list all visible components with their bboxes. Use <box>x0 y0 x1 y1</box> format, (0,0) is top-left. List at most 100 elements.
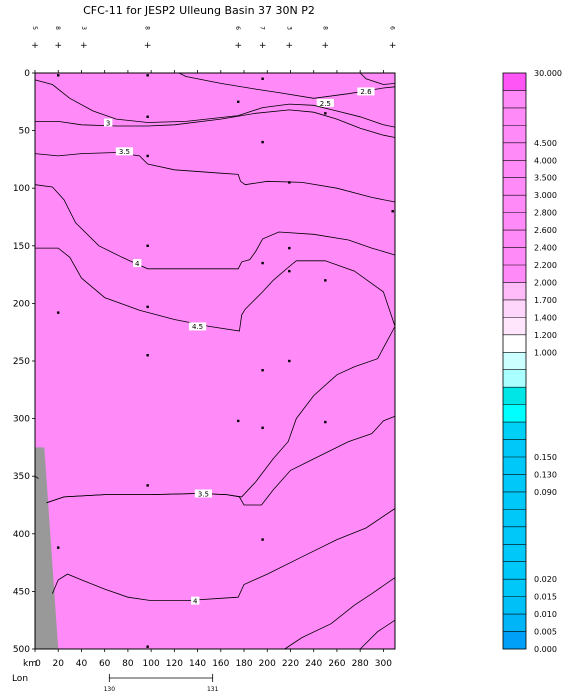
longitude-axis: Lon 130 131 <box>12 674 219 693</box>
colorbar-band <box>503 369 526 388</box>
x-tick-label: 40 <box>76 659 88 669</box>
station-cross: + <box>144 41 152 51</box>
colorbar-label: 0.150 <box>534 453 557 462</box>
contour-line <box>359 619 396 650</box>
contour-label: 4 <box>135 260 140 268</box>
colorbar-label: 0.010 <box>534 610 557 619</box>
y-tick-label: 450 <box>13 587 30 597</box>
x-tick-label: 20 <box>52 659 64 669</box>
sample-point <box>261 140 264 144</box>
colorbar-band <box>503 317 526 336</box>
station-cross: + <box>54 41 62 51</box>
field-fill <box>35 73 395 649</box>
contour-label-bg <box>188 322 207 331</box>
station-cross: + <box>259 41 267 51</box>
contour-label-bg <box>103 118 113 127</box>
contour-label: 2.5 <box>320 100 331 108</box>
colorbar-label: 2.400 <box>534 244 557 253</box>
colorbar-band <box>503 387 526 405</box>
contour-line <box>284 577 396 650</box>
contour-line <box>34 184 396 270</box>
sample-point <box>391 210 394 213</box>
sample-point <box>324 420 327 424</box>
y-axis: 0 50 100 150 200 250 300 350 400 450 500 <box>13 69 35 655</box>
colorbar-band <box>503 73 526 91</box>
colorbar-label: 1.200 <box>534 331 557 340</box>
sample-point <box>288 246 291 250</box>
colorbar-label: 0.015 <box>534 593 557 602</box>
sample-point <box>146 354 149 357</box>
contour-line <box>359 72 396 85</box>
y-tick-label: 0 <box>24 69 30 79</box>
colorbar-label: 1.000 <box>534 348 557 357</box>
station-cross: + <box>286 41 294 51</box>
colorbar-band <box>503 160 526 179</box>
sample-point <box>261 538 264 541</box>
x-tick-label: 180 <box>235 659 252 669</box>
station-id: 6 <box>234 26 241 30</box>
y-tick-label: 150 <box>13 242 30 252</box>
colorbar-band <box>503 142 526 161</box>
x-tick-label: 220 <box>282 659 299 669</box>
y-tick-label: 350 <box>13 472 30 482</box>
contour-line <box>34 475 39 479</box>
colorbar-label: 4.000 <box>534 156 557 165</box>
lon-tick-label: 131 <box>207 686 219 693</box>
colorbar-band <box>503 230 526 248</box>
sample-point <box>57 74 60 77</box>
colorbar-band <box>503 212 526 231</box>
colorbar-label: 3.500 <box>534 174 557 183</box>
lon-tick-label: 130 <box>104 686 116 693</box>
colorbar-band <box>503 526 526 545</box>
station-cross: + <box>80 41 88 51</box>
x-axis-label: km <box>23 659 37 669</box>
colorbar-label: 0.005 <box>534 628 557 637</box>
colorbar-band <box>503 422 526 440</box>
contour-line <box>34 79 396 128</box>
colorbar-label: 4.500 <box>534 139 557 148</box>
colorbar-band <box>503 544 526 563</box>
chart-title: CFC-11 for JESP2 Ulleung Basin 37 30N P2 <box>83 4 315 17</box>
station-id: 8 <box>321 26 328 30</box>
contour-line <box>52 508 396 601</box>
colorbar-frame <box>502 72 527 650</box>
x-tick-label: 160 <box>212 659 229 669</box>
contour-label: 4.5 <box>192 323 203 331</box>
plot-area: 2.5 2.6 3 3.5 4 4.5 3.5 4 <box>34 70 396 652</box>
sample-point <box>324 279 327 282</box>
x-tick-label: 280 <box>352 659 369 669</box>
contour-label-bg <box>132 259 142 268</box>
colorbar-band <box>503 614 526 632</box>
sample-point <box>57 546 60 549</box>
y-tick-label: 250 <box>13 357 30 367</box>
colorbar-band <box>503 282 526 301</box>
station-cross: + <box>389 41 397 51</box>
colorbar-label: 30.000 <box>534 69 562 78</box>
station-id: 5 <box>31 26 38 30</box>
station-id: 3 <box>285 26 292 30</box>
colorbar-label: 2.800 <box>534 209 557 218</box>
contour-line <box>35 109 396 138</box>
station-cross: + <box>322 41 330 51</box>
sample-point <box>146 154 149 158</box>
y-tick-label: 50 <box>19 127 31 137</box>
sample-point <box>261 261 264 265</box>
x-tick-label: 200 <box>259 659 276 669</box>
x-tick-label: 80 <box>122 659 134 669</box>
contour-label: 3 <box>106 119 110 127</box>
y-tick-label: 500 <box>13 645 30 655</box>
y-tick-label: 200 <box>13 299 30 309</box>
sample-point <box>57 311 60 314</box>
contour-label-bg <box>194 489 212 498</box>
colorbar-label: 0.130 <box>534 470 557 479</box>
lon-axis-label: Lon <box>12 674 28 684</box>
contour-line <box>46 415 396 506</box>
colorbar-label: 2.000 <box>534 278 557 287</box>
station-id: 8 <box>54 26 61 30</box>
colorbar-label: 0.020 <box>534 575 557 584</box>
colorbar-band <box>503 352 526 371</box>
colorbar-band <box>503 579 526 597</box>
x-tick-label: 100 <box>143 659 160 669</box>
colorbar-band <box>503 596 526 615</box>
